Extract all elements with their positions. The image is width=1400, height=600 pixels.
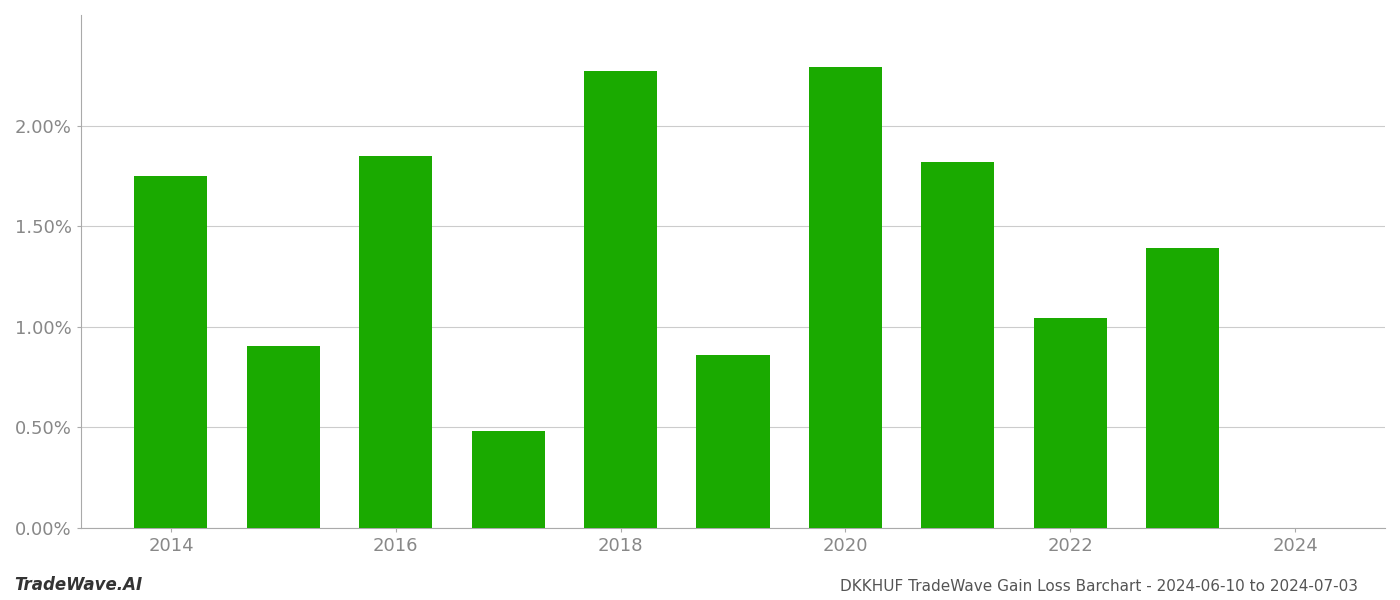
Bar xyxy=(472,431,545,528)
Bar xyxy=(809,67,882,528)
Bar xyxy=(921,162,994,528)
Bar xyxy=(246,346,321,528)
Text: DKKHUF TradeWave Gain Loss Barchart - 2024-06-10 to 2024-07-03: DKKHUF TradeWave Gain Loss Barchart - 20… xyxy=(840,579,1358,594)
Bar xyxy=(360,156,433,528)
Bar xyxy=(1033,318,1107,528)
Bar xyxy=(584,71,657,528)
Text: TradeWave.AI: TradeWave.AI xyxy=(14,576,143,594)
Bar xyxy=(134,176,207,528)
Bar xyxy=(1147,248,1219,528)
Bar xyxy=(696,355,770,528)
